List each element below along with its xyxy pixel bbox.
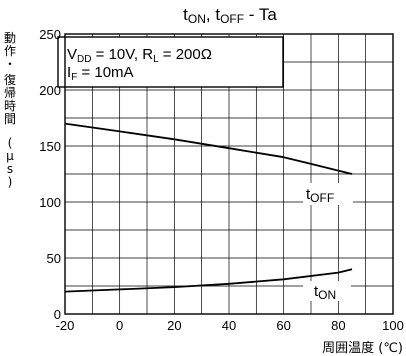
cond-v-sub: DD [77,54,91,65]
cond-i: I [67,64,71,81]
cond-r-val: = 200Ω [159,46,212,63]
x-tick-label: 0 [116,318,123,333]
cond-v-val: = 10V, [91,46,142,63]
y-tick-label: 0 [54,307,61,322]
x-tick-labels: -20 0 20 40 60 80 100 [56,318,404,333]
x-tick-label: -20 [56,318,75,333]
x-tick-label: 80 [331,318,345,333]
series-label-toff: tOFF [306,186,334,205]
x-tick-label: 60 [276,318,290,333]
y-tick-label: 50 [47,251,61,266]
y-tick-label: 150 [39,139,61,154]
chart-title: tON, tOFF - Ta [183,5,277,26]
x-tick-label: 20 [167,318,181,333]
series-label-bg-toff [303,183,353,205]
series-line-toff [64,122,353,175]
x-axis-label: 周囲温度 (℃) [322,340,403,356]
series-label-ton: tON [314,283,336,302]
series-lines [64,122,353,293]
plot-frame [64,33,394,315]
cond-i-sub: F [71,72,77,83]
y-axis-label-part2: 復帰時間 [3,73,16,126]
conditions-line-2: IF = 10mA [67,64,134,83]
y-tick-label: 200 [39,83,61,98]
cond-r: R [142,46,153,63]
conditions-line-1: VDD = 10V, RL = 200Ω [67,46,212,65]
y-tick-label: 250 [39,27,61,42]
y-axis-label-part3: (μ s) [6,136,14,189]
cond-v: V [67,46,77,63]
x-tick-label: 40 [222,318,236,333]
y-tick-label: 100 [39,195,61,210]
series-line-ton [64,268,353,293]
conditions-box [57,36,284,88]
y-axis-label-part1: 動作・ [3,31,16,71]
x-tick-label: 100 [382,318,404,333]
y-tick-labels: 0 50 100 150 200 250 [39,27,61,322]
cond-i-val: = 10mA [77,64,133,81]
series-label-bg-ton [303,281,351,301]
cond-r-sub: L [153,54,159,65]
